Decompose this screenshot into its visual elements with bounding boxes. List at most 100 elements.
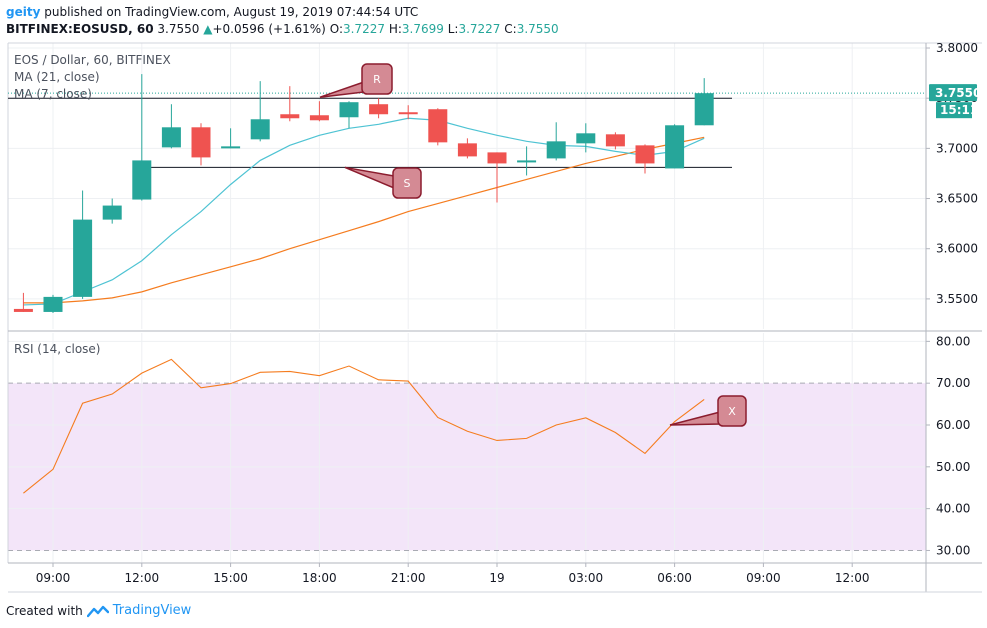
candle-body	[221, 146, 241, 149]
up-arrow-icon: ▲	[203, 22, 213, 36]
bearish-candle[interactable]	[369, 98, 389, 119]
price-tick-label: 3.6000	[936, 242, 978, 256]
candle-body	[694, 93, 714, 126]
time-tick-label: 12:00	[835, 571, 870, 585]
rsi-tick-label: 70.00	[936, 376, 970, 390]
bullish-candle[interactable]	[576, 123, 596, 153]
candle-body	[309, 115, 329, 121]
bullish-candle[interactable]	[161, 104, 181, 149]
time-tick-label: 09:00	[746, 571, 781, 585]
candle-body	[191, 127, 211, 158]
last-price-badge-label: 3.7550	[935, 86, 981, 100]
candle-body	[132, 160, 152, 200]
bullish-candle[interactable]	[250, 81, 270, 142]
bearish-candle[interactable]	[457, 138, 477, 159]
rsi-marker-callout-box	[717, 395, 747, 427]
bullish-candle[interactable]	[546, 122, 566, 161]
candle-body	[102, 205, 122, 220]
candle-body	[457, 143, 477, 157]
candle-body	[339, 102, 359, 118]
support-callout[interactable]: S	[344, 166, 422, 199]
resistance-callout[interactable]: R	[319, 63, 393, 98]
ma7-legend[interactable]: MA (7, close)	[14, 87, 92, 101]
chart-title: EOS / Dollar, 60, BITFINEX	[14, 53, 171, 67]
bullish-candle[interactable]	[339, 101, 359, 129]
rsi-marker-callout-label: X	[728, 405, 736, 418]
bullish-candle[interactable]	[221, 128, 241, 149]
last-price-badge-bg	[929, 84, 977, 102]
bearish-candle[interactable]	[191, 123, 211, 166]
time-tick-label: 19	[489, 571, 504, 585]
bullish-candle[interactable]	[694, 78, 714, 126]
rsi-tick-label: 50.00	[936, 460, 970, 474]
candle-body	[369, 104, 389, 115]
bullish-candle[interactable]	[132, 74, 152, 201]
support-callout-label: S	[404, 177, 411, 190]
candle-body	[605, 134, 625, 147]
candle-body	[546, 141, 566, 159]
tradingview-logo-icon	[86, 605, 109, 617]
bearish-candle[interactable]	[605, 132, 625, 150]
bearish-candle[interactable]	[487, 152, 507, 203]
candle-body	[665, 125, 685, 169]
price-change: +0.0596 (+1.61%)	[212, 22, 326, 36]
candle-body	[250, 119, 270, 140]
created-with-label: Created with	[6, 603, 83, 618]
open-label: O:	[329, 22, 343, 36]
ma21-line[interactable]	[23, 136, 705, 304]
rsi-tick-label: 60.00	[936, 418, 970, 432]
candle-body	[280, 114, 300, 119]
candle-body	[576, 133, 596, 144]
rsi-line[interactable]	[23, 358, 705, 494]
time-tick-label: 21:00	[391, 571, 426, 585]
time-tick-label: 15:00	[213, 571, 248, 585]
bearish-candle[interactable]	[635, 144, 655, 174]
candle-body	[73, 219, 93, 297]
candle-body	[13, 308, 33, 312]
candle-body	[487, 152, 507, 164]
countdown-badge: 15:11	[936, 102, 978, 119]
symbol-line: BITFINEX:EOSUSD, 60 3.7550 ▲+0.0596 (+1.…	[6, 22, 559, 36]
rsi-tick-label: 40.00	[936, 502, 970, 516]
time-tick-label: 06:00	[657, 571, 692, 585]
low-value: 3.7227	[458, 22, 501, 36]
candle-body	[517, 160, 537, 163]
bullish-candle[interactable]	[517, 146, 537, 176]
candle-body	[161, 127, 181, 148]
bearish-candle[interactable]	[13, 292, 33, 312]
bearish-candle[interactable]	[280, 86, 300, 122]
bullish-candle[interactable]	[73, 190, 93, 299]
bullish-candle[interactable]	[43, 294, 63, 313]
bullish-candle[interactable]	[102, 198, 122, 224]
countdown-badge-bg	[936, 102, 972, 119]
ma21-legend[interactable]: MA (21, close)	[14, 70, 100, 84]
bearish-candle[interactable]	[428, 108, 448, 146]
rsi-marker-callout[interactable]: X	[669, 395, 747, 427]
candle-body	[428, 109, 448, 143]
publish-info: published on TradingView.com, August 19,…	[44, 5, 419, 19]
tradingview-brand[interactable]: TradingView	[112, 603, 192, 618]
time-tick-label: 09:00	[36, 571, 71, 585]
footer: Created with TradingView	[6, 603, 191, 618]
bearish-candle[interactable]	[309, 101, 329, 122]
support-callout-pointer	[344, 166, 395, 190]
ma7-line[interactable]	[23, 117, 705, 306]
resistance-callout-box	[361, 63, 393, 95]
rsi-tick-label: 30.00	[936, 543, 970, 557]
candle-body	[635, 145, 655, 164]
resistance-callout-pointer	[319, 80, 365, 98]
support-callout-box	[392, 167, 422, 199]
publish-line: geity published on TradingView.com, Augu…	[6, 5, 418, 19]
rsi-legend[interactable]: RSI (14, close)	[14, 342, 101, 356]
symbol-name: BITFINEX:EOSUSD, 60	[6, 22, 154, 36]
time-tick-label: 12:00	[125, 571, 160, 585]
bullish-candle[interactable]	[665, 124, 685, 169]
price-tick-label: 3.6500	[936, 192, 978, 206]
bearish-candle[interactable]	[398, 105, 418, 120]
price-tick-label: 3.7000	[936, 141, 978, 155]
publisher-username[interactable]: geity	[6, 5, 41, 19]
low-label: L:	[447, 22, 459, 36]
candle-body	[398, 112, 418, 115]
price-tick-label: 3.5500	[936, 292, 978, 306]
